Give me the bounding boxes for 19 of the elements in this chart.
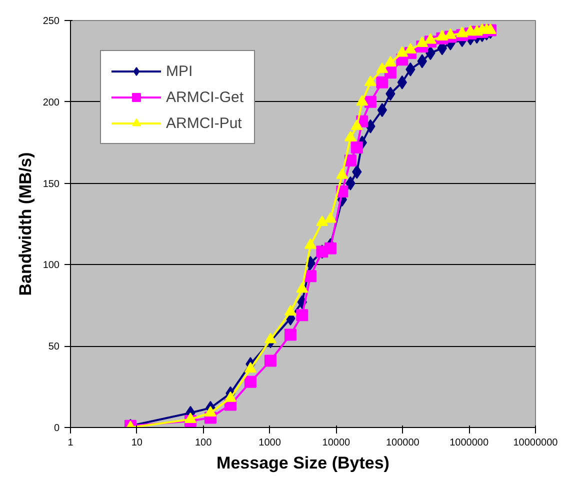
x-axis-title: Message Size (Bytes): [216, 454, 390, 472]
y-tick-label: 0: [54, 423, 60, 434]
x-tick-label: 1000: [258, 438, 282, 448]
x-tick-label: 1000000: [450, 438, 489, 448]
x-tick-label: 10000: [322, 438, 351, 448]
legend-label: ARMCI-Put: [166, 114, 242, 132]
x-tick-label: 1: [68, 438, 74, 448]
x-tick-label: 100000: [386, 438, 420, 448]
x-tick-label: 100: [195, 438, 212, 448]
y-axis-title: Bandwidth (MB/s): [16, 152, 35, 296]
y-tick-label: 150: [42, 178, 60, 190]
legend-label: ARMCI-Get: [166, 88, 244, 106]
y-tick-label: 250: [42, 16, 60, 27]
legend-label: MPI: [166, 62, 193, 80]
x-tick-label: 10000000: [513, 438, 558, 448]
y-tick-label: 50: [48, 342, 60, 353]
y-tick-label: 200: [42, 97, 60, 108]
x-tick-label: 10: [131, 438, 143, 448]
y-tick-label: 100: [42, 260, 60, 272]
